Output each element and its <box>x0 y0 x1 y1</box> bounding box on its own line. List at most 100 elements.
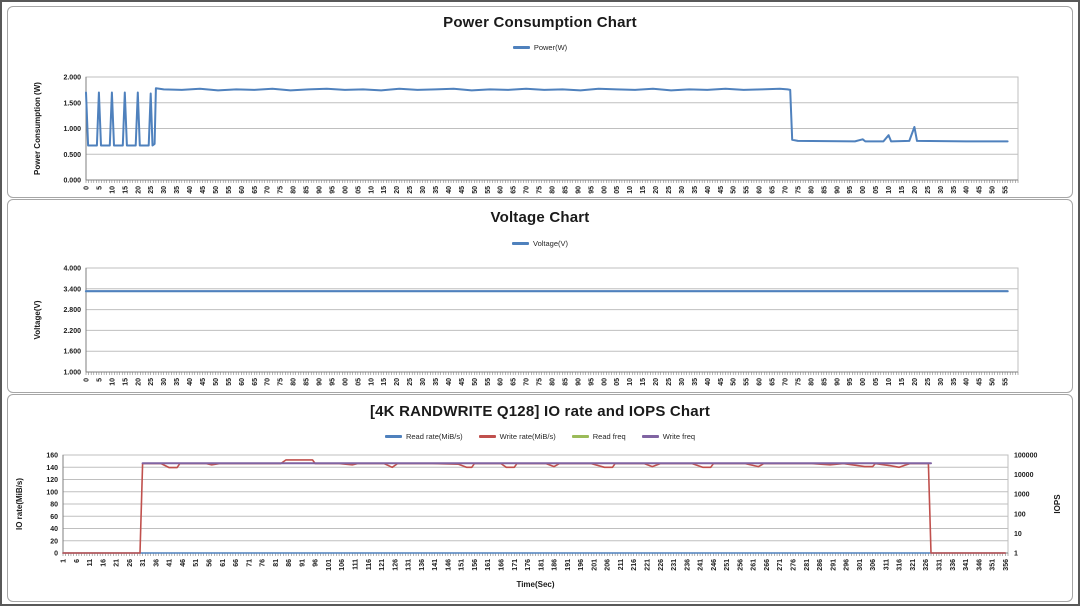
legend-label: Write rate(MiB/s) <box>499 432 556 441</box>
svg-text:2.000: 2.000 <box>63 75 81 82</box>
svg-text:50: 50 <box>213 378 220 386</box>
svg-text:160: 160 <box>46 453 58 460</box>
legend-label: Write freq <box>662 432 696 441</box>
svg-text:65: 65 <box>511 186 518 194</box>
svg-text:50: 50 <box>990 378 997 386</box>
svg-text:50: 50 <box>472 378 479 386</box>
svg-text:00: 00 <box>860 186 867 194</box>
svg-text:60: 60 <box>239 378 246 386</box>
svg-text:45: 45 <box>718 186 725 194</box>
svg-text:0.000: 0.000 <box>63 178 81 185</box>
svg-text:226: 226 <box>658 559 665 571</box>
svg-text:60: 60 <box>498 378 505 386</box>
svg-text:2.800: 2.800 <box>63 307 81 314</box>
svg-text:75: 75 <box>537 378 544 386</box>
svg-text:15: 15 <box>899 378 906 386</box>
svg-text:41: 41 <box>167 559 174 567</box>
svg-text:85: 85 <box>304 186 311 194</box>
svg-text:05: 05 <box>614 378 621 386</box>
svg-text:Voltage(V): Voltage(V) <box>33 300 42 339</box>
svg-text:291: 291 <box>830 559 837 571</box>
svg-text:IO rate(MiB/s): IO rate(MiB/s) <box>15 478 24 530</box>
svg-text:201: 201 <box>591 559 598 571</box>
svg-text:95: 95 <box>847 378 854 386</box>
legend-line-marker-icon <box>641 435 659 438</box>
svg-text:10: 10 <box>368 186 375 194</box>
svg-text:55: 55 <box>744 186 751 194</box>
svg-text:66: 66 <box>233 559 240 567</box>
svg-text:101: 101 <box>326 559 333 571</box>
svg-text:90: 90 <box>317 378 324 386</box>
svg-text:75: 75 <box>795 186 802 194</box>
svg-text:30: 30 <box>420 378 427 386</box>
svg-text:45: 45 <box>200 378 207 386</box>
svg-text:26: 26 <box>127 559 134 567</box>
svg-text:11: 11 <box>87 559 94 567</box>
svg-text:60: 60 <box>498 186 505 194</box>
svg-text:86: 86 <box>286 559 293 567</box>
svg-text:10: 10 <box>886 186 893 194</box>
svg-text:55: 55 <box>1003 186 1010 194</box>
svg-text:76: 76 <box>260 559 267 567</box>
svg-text:85: 85 <box>821 378 828 386</box>
svg-text:331: 331 <box>936 559 943 571</box>
svg-text:301: 301 <box>857 559 864 571</box>
svg-text:0: 0 <box>54 551 58 558</box>
legend-item: Voltage(V) <box>511 239 568 248</box>
legend-line-marker-icon <box>571 435 589 438</box>
svg-text:71: 71 <box>246 559 253 567</box>
svg-text:35: 35 <box>951 378 958 386</box>
svg-text:30: 30 <box>679 186 686 194</box>
svg-text:140: 140 <box>46 465 58 472</box>
svg-text:30: 30 <box>938 378 945 386</box>
svg-text:10: 10 <box>109 378 116 386</box>
svg-text:25: 25 <box>925 186 932 194</box>
svg-text:85: 85 <box>304 378 311 386</box>
io-chart-legend: Read rate(MiB/s) Write rate(MiB/s) Read fr… <box>8 432 1072 441</box>
svg-text:IOPS: IOPS <box>1053 494 1062 514</box>
io-chart-title: [4K RANDWRITE Q128] IO rate and IOPS Cha… <box>369 403 711 420</box>
svg-text:80: 80 <box>808 186 815 194</box>
svg-text:40: 40 <box>50 526 58 533</box>
svg-text:40: 40 <box>187 186 194 194</box>
svg-text:356: 356 <box>1003 559 1010 571</box>
svg-text:15: 15 <box>122 186 129 194</box>
svg-text:20: 20 <box>50 538 58 545</box>
svg-text:85: 85 <box>562 186 569 194</box>
svg-text:206: 206 <box>605 559 612 571</box>
svg-text:65: 65 <box>770 378 777 386</box>
legend-line-marker-icon <box>384 435 402 438</box>
svg-text:100: 100 <box>1014 511 1026 518</box>
svg-text:196: 196 <box>578 559 585 571</box>
svg-text:15: 15 <box>640 378 647 386</box>
svg-text:161: 161 <box>485 559 492 571</box>
svg-text:00: 00 <box>342 186 349 194</box>
svg-text:346: 346 <box>976 559 983 571</box>
svg-text:20: 20 <box>912 186 919 194</box>
svg-text:50: 50 <box>472 186 479 194</box>
svg-text:70: 70 <box>265 186 272 194</box>
legend-line-marker-icon <box>512 46 530 49</box>
svg-text:Time(Sec): Time(Sec) <box>516 580 554 589</box>
svg-text:10000: 10000 <box>1014 472 1034 479</box>
svg-text:15: 15 <box>381 186 388 194</box>
svg-text:231: 231 <box>671 559 678 571</box>
svg-text:136: 136 <box>419 559 426 571</box>
svg-text:55: 55 <box>485 378 492 386</box>
svg-text:40: 40 <box>187 378 194 386</box>
svg-text:30: 30 <box>938 186 945 194</box>
svg-text:95: 95 <box>588 378 595 386</box>
svg-text:20: 20 <box>653 186 660 194</box>
svg-text:80: 80 <box>550 378 557 386</box>
svg-text:20: 20 <box>653 378 660 386</box>
svg-text:15: 15 <box>122 378 129 386</box>
svg-text:80: 80 <box>291 378 298 386</box>
svg-text:30: 30 <box>420 186 427 194</box>
svg-text:46: 46 <box>180 559 187 567</box>
svg-text:60: 60 <box>757 186 764 194</box>
svg-text:31: 31 <box>140 559 147 567</box>
legend-item: Read freq <box>571 432 626 441</box>
svg-text:05: 05 <box>873 186 880 194</box>
svg-text:266: 266 <box>764 559 771 571</box>
svg-text:75: 75 <box>278 186 285 194</box>
